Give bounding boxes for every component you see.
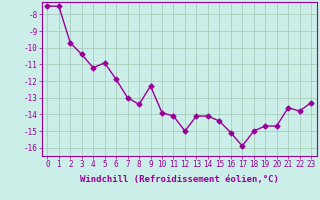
X-axis label: Windchill (Refroidissement éolien,°C): Windchill (Refroidissement éolien,°C) xyxy=(80,175,279,184)
